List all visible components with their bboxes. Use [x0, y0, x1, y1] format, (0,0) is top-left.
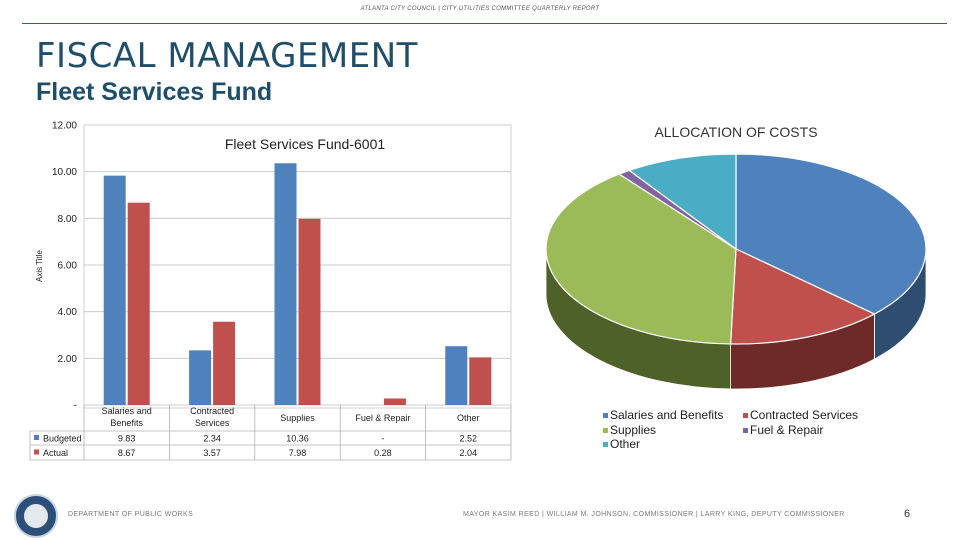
pie-legend-key: [603, 413, 608, 418]
bar-actual: [213, 321, 236, 405]
bar-budgeted: [274, 163, 297, 405]
x-category-label: Supplies: [280, 413, 315, 423]
pie-slice-2: [545, 173, 737, 345]
table-value: 0.28: [374, 448, 392, 458]
table-value: -: [381, 434, 384, 444]
table-value: 2.52: [460, 434, 478, 444]
y-tick-label: 8.00: [58, 214, 78, 225]
table-value: 2.34: [203, 434, 221, 444]
report-header: ATLANTA CITY COUNCIL | CITY UTILITIES CO…: [360, 6, 600, 12]
bar-budgeted: [445, 346, 468, 405]
y-axis-title: Axis Title: [35, 249, 44, 282]
pie-legend-label: Contracted Services: [750, 408, 858, 422]
pie-slice-0: [735, 153, 927, 315]
table-series-label: Budgeted: [43, 434, 82, 444]
bar-chart-title: Fleet Services Fund-6001: [225, 136, 386, 152]
x-category-label: Salaries and Benefits: [102, 406, 152, 428]
pie-legend-label: Supplies: [610, 423, 656, 437]
header-divider: [22, 23, 947, 24]
page-subtitle: Fleet Services Fund: [36, 78, 273, 106]
bar-actual: [469, 357, 492, 405]
table-value: 3.57: [203, 448, 221, 458]
table-value: 8.67: [118, 448, 136, 458]
pie-legend-key: [603, 428, 608, 433]
bar-budgeted: [103, 175, 126, 405]
page-number: 6: [904, 508, 911, 520]
city-seal-icon: [14, 494, 58, 538]
legend-key-budgeted: [34, 435, 39, 440]
x-category-label: Other: [457, 413, 480, 423]
page-title: FISCAL MANAGEMENT: [36, 36, 418, 76]
y-tick-label: -: [74, 401, 77, 412]
legend-key-actual: [34, 449, 39, 455]
table-series-label: Actual: [43, 448, 68, 458]
y-tick-label: 4.00: [58, 307, 78, 318]
pie-legend-label: Salaries and Benefits: [610, 408, 723, 422]
bar-actual: [383, 398, 406, 405]
bar-actual: [127, 202, 150, 405]
bar-budgeted: [189, 350, 212, 405]
pie-legend-key: [603, 442, 608, 447]
y-tick-label: 10.00: [52, 167, 77, 178]
pie-slice-1: [729, 248, 876, 345]
y-tick-label: 6.00: [58, 261, 78, 272]
y-tick-label: 12.00: [52, 121, 77, 132]
table-value: 7.98: [289, 448, 307, 458]
footer-department: DEPARTMENT OF PUBLIC WORKS: [68, 511, 194, 518]
x-category-label: Fuel & Repair: [355, 413, 410, 423]
pie-legend-label: Fuel & Repair: [750, 423, 823, 437]
pie-legend-key: [743, 413, 748, 418]
pie-legend-key: [743, 428, 748, 433]
pie-chart-title: ALLOCATION OF COSTS: [654, 124, 817, 140]
footer-officials: MAYOR KASIM REED | WILLIAM M. JOHNSON, C…: [463, 511, 845, 518]
table-value: 10.36: [286, 434, 309, 444]
pie-slice-4: [628, 153, 737, 251]
y-tick-label: 2.00: [58, 354, 78, 365]
x-category-label: Contracted Services: [190, 406, 234, 428]
table-value: 2.04: [460, 448, 478, 458]
bar-actual: [298, 218, 321, 405]
table-value: 9.83: [118, 434, 136, 444]
pie-legend-label: Other: [610, 437, 640, 451]
